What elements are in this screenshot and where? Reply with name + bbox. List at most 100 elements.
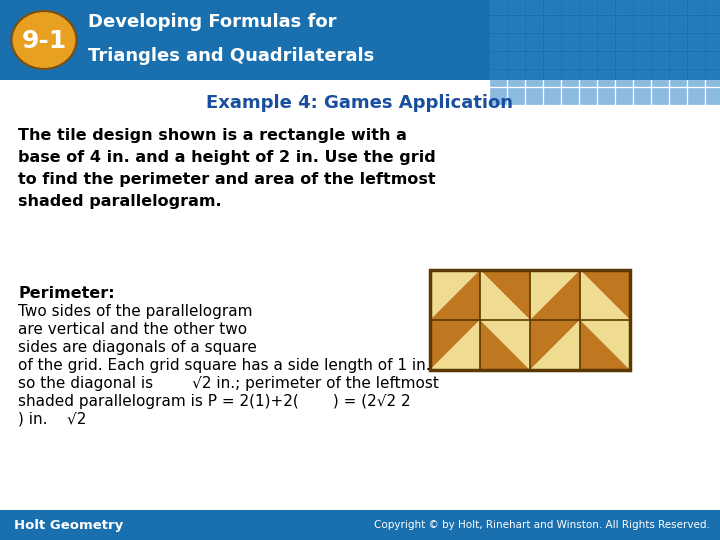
Text: shaded parallelogram.: shaded parallelogram. [18, 194, 222, 209]
Bar [598, 70, 614, 86]
Bar [652, 34, 668, 50]
Bar [688, 52, 704, 68]
Bar [652, 52, 668, 68]
Bar [598, 16, 614, 32]
Bar [490, 0, 506, 14]
Bar [580, 0, 596, 14]
Bar [670, 88, 686, 104]
Polygon shape [480, 320, 530, 370]
Bar [616, 34, 632, 50]
Polygon shape [580, 270, 630, 320]
Bar [562, 88, 578, 104]
Bar [634, 0, 650, 14]
Bar [526, 70, 542, 86]
Bar [508, 16, 524, 32]
Polygon shape [430, 320, 480, 370]
Bar [616, 16, 632, 32]
Text: 9-1: 9-1 [22, 29, 67, 53]
Polygon shape [580, 320, 630, 370]
Bar [490, 70, 506, 86]
Bar [706, 70, 720, 86]
Bar [706, 16, 720, 32]
Bar [544, 34, 560, 50]
Text: to find the perimeter and area of the leftmost: to find the perimeter and area of the le… [18, 172, 436, 187]
Polygon shape [430, 270, 480, 320]
Bar [670, 52, 686, 68]
Bar [562, 16, 578, 32]
Bar [580, 88, 596, 104]
Bar [526, 0, 542, 14]
Bar [0, 510, 720, 540]
Polygon shape [430, 270, 480, 320]
Polygon shape [580, 270, 630, 320]
Bar [616, 88, 632, 104]
Bar [688, 0, 704, 14]
Bar [508, 52, 524, 68]
Bar [508, 0, 524, 14]
Polygon shape [530, 270, 580, 320]
Bar [526, 88, 542, 104]
Polygon shape [530, 270, 580, 320]
Polygon shape [580, 320, 630, 370]
Text: Two sides of the parallelogram: Two sides of the parallelogram [18, 304, 253, 319]
Bar [490, 16, 506, 32]
Text: Triangles and Quadrilaterals: Triangles and Quadrilaterals [88, 47, 374, 65]
Bar [688, 16, 704, 32]
Text: Example 4: Games Application: Example 4: Games Application [207, 94, 513, 112]
Polygon shape [430, 320, 480, 370]
Bar [652, 70, 668, 86]
Bar [706, 52, 720, 68]
Bar [562, 70, 578, 86]
Text: sides are diagonals of a square: sides are diagonals of a square [18, 340, 257, 355]
Bar [580, 16, 596, 32]
Text: base of 4 in. and a height of 2 in. Use the grid: base of 4 in. and a height of 2 in. Use … [18, 150, 436, 165]
Polygon shape [480, 270, 530, 320]
Bar [634, 52, 650, 68]
Bar [544, 88, 560, 104]
Bar [706, 88, 720, 104]
Bar [544, 0, 560, 14]
Text: Developing Formulas for: Developing Formulas for [88, 13, 336, 31]
Bar [598, 88, 614, 104]
Polygon shape [530, 320, 580, 370]
Bar [490, 34, 506, 50]
Bar [562, 34, 578, 50]
Text: of the grid. Each grid square has a side length of 1 in.,: of the grid. Each grid square has a side… [18, 358, 436, 373]
Polygon shape [480, 270, 530, 320]
Bar [562, 52, 578, 68]
Bar [634, 88, 650, 104]
Bar [526, 16, 542, 32]
Text: Holt Geometry: Holt Geometry [14, 518, 123, 531]
Bar [688, 88, 704, 104]
Bar [652, 88, 668, 104]
Bar [508, 34, 524, 50]
Text: Copyright © by Holt, Rinehart and Winston. All Rights Reserved.: Copyright © by Holt, Rinehart and Winsto… [374, 520, 710, 530]
Bar [580, 52, 596, 68]
Text: are vertical and the other two: are vertical and the other two [18, 322, 247, 337]
Bar [544, 52, 560, 68]
Bar [634, 34, 650, 50]
Text: ) in.    √2: ) in. √2 [18, 412, 86, 427]
Bar [580, 34, 596, 50]
Bar [706, 34, 720, 50]
Bar [508, 88, 524, 104]
Bar [652, 16, 668, 32]
Bar [562, 0, 578, 14]
Bar [0, 0, 720, 80]
Bar [616, 70, 632, 86]
Bar [670, 70, 686, 86]
Bar [598, 0, 614, 14]
Bar [598, 34, 614, 50]
Bar [616, 0, 632, 14]
Text: Perimeter:: Perimeter: [18, 286, 114, 301]
Bar [706, 0, 720, 14]
Text: The tile design shown is a rectangle with a: The tile design shown is a rectangle wit… [18, 128, 407, 143]
Polygon shape [480, 320, 530, 370]
Bar [544, 16, 560, 32]
Bar [670, 34, 686, 50]
Bar [688, 34, 704, 50]
Bar [670, 0, 686, 14]
Bar [526, 34, 542, 50]
Bar [616, 52, 632, 68]
Text: shaded parallelogram is P = 2(1)+2(       ) = (2√2 2: shaded parallelogram is P = 2(1)+2( ) = … [18, 394, 410, 409]
